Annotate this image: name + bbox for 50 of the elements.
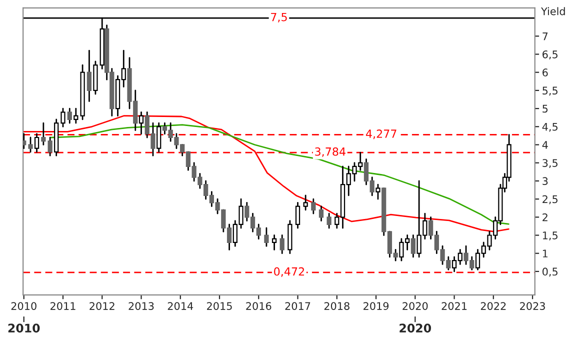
- candlestick: [311, 198, 316, 214]
- x-tick-label: 2018: [324, 302, 350, 310]
- x-tick-label: 2023: [520, 302, 545, 310]
- y-tick-label: 2,5: [542, 195, 558, 204]
- y-tick-label: 3,5: [542, 159, 558, 168]
- x-tick-label: 2021: [442, 302, 467, 310]
- x-tick-label: 2011: [50, 302, 76, 310]
- candlestick: [303, 194, 308, 211]
- candlestick: [138, 111, 144, 135]
- candlestick: [376, 184, 380, 200]
- x-tick-label: 2013: [128, 302, 154, 310]
- x-tick-label: 2020: [402, 302, 428, 310]
- candlestick: [295, 202, 300, 229]
- candlestick: [156, 122, 162, 153]
- candlestick: [326, 212, 332, 229]
- ref-line-label: 4,277: [366, 130, 396, 140]
- candlestick: [272, 234, 277, 250]
- candlestick: [318, 206, 324, 222]
- y-axis-title: Yield: [541, 7, 565, 16]
- x2-tick-label: 2010: [8, 324, 40, 333]
- y-tick-label: 6,5: [542, 50, 558, 60]
- x-tick-label: 2012: [90, 302, 114, 310]
- y-tick-label: 5,5: [542, 86, 558, 96]
- y-tick-label: 4: [542, 141, 548, 149]
- candlestick: [34, 133, 40, 153]
- ref-line-label: 0,472: [274, 267, 304, 277]
- y-tick-label: 1: [542, 250, 548, 258]
- ref-line-label: 7,5: [271, 12, 287, 22]
- y-tick-label: 2: [542, 213, 548, 222]
- x-tick-label: 2015: [207, 302, 232, 310]
- x-tick-label: 2010: [11, 302, 36, 310]
- x2-tick-label: 2020: [400, 324, 432, 333]
- candlestick: [280, 234, 284, 254]
- ref-line-label: 3,784: [315, 147, 346, 157]
- candlestick: [60, 108, 66, 128]
- y-tick-label: 0,5: [542, 268, 558, 277]
- candlestick: [41, 122, 46, 146]
- x-tick-label: 2022: [480, 302, 506, 310]
- y-tick-label: 6: [542, 68, 548, 76]
- y-tick-label: 4,5: [542, 123, 558, 132]
- candlestick: [264, 227, 269, 247]
- candlestick: [74, 108, 78, 124]
- y-tick-label: 7: [542, 32, 548, 40]
- x-tick-label: 2014: [168, 302, 194, 310]
- x-tick-label: 2017: [285, 302, 310, 310]
- x-tick-label: 2016: [246, 302, 272, 310]
- y-tick-label: 1,5: [542, 232, 558, 240]
- y-tick-label: 5: [542, 104, 548, 113]
- y-tick-label: 3: [542, 177, 548, 186]
- x-tick-label: 2019: [364, 302, 389, 310]
